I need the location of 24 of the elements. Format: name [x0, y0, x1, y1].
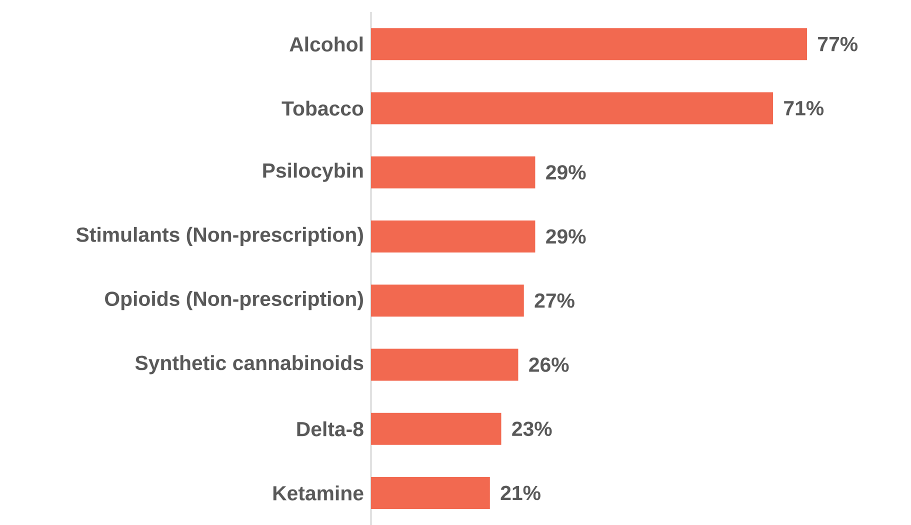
bar [371, 284, 524, 317]
data-label: 71% [784, 101, 824, 116]
data-label: 21% [500, 486, 540, 500]
bar [371, 220, 536, 252]
y-tick-label: Opioids (Non-prescription) [105, 291, 363, 310]
y-tick-label: Ketamine [273, 485, 364, 500]
bar [371, 92, 774, 124]
bar [371, 412, 502, 445]
bar [371, 348, 518, 381]
y-tick-label: Stimulants (Non-prescription) [76, 226, 363, 246]
y-tick-label: Alcohol [290, 36, 363, 52]
data-label: 27% [534, 293, 574, 308]
data-label: 77% [818, 36, 858, 52]
bar [371, 156, 536, 188]
data-label: 29% [546, 229, 586, 244]
bar [371, 28, 807, 60]
data-label: 23% [512, 422, 552, 436]
y-tick-label: Tobacco [282, 100, 364, 116]
y-tick-label: Psilocybin [263, 162, 363, 182]
bar [371, 476, 490, 509]
y-tick-label: Delta-8 [297, 421, 364, 436]
y-tick-label: Synthetic cannabinoids [135, 355, 364, 374]
data-label: 29% [546, 165, 586, 180]
data-label: 26% [529, 357, 569, 372]
